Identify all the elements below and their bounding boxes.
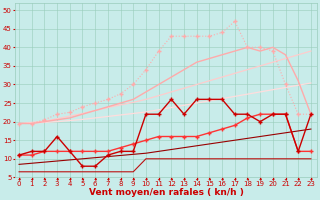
X-axis label: Vent moyen/en rafales ( kn/h ): Vent moyen/en rafales ( kn/h ): [89, 188, 244, 197]
